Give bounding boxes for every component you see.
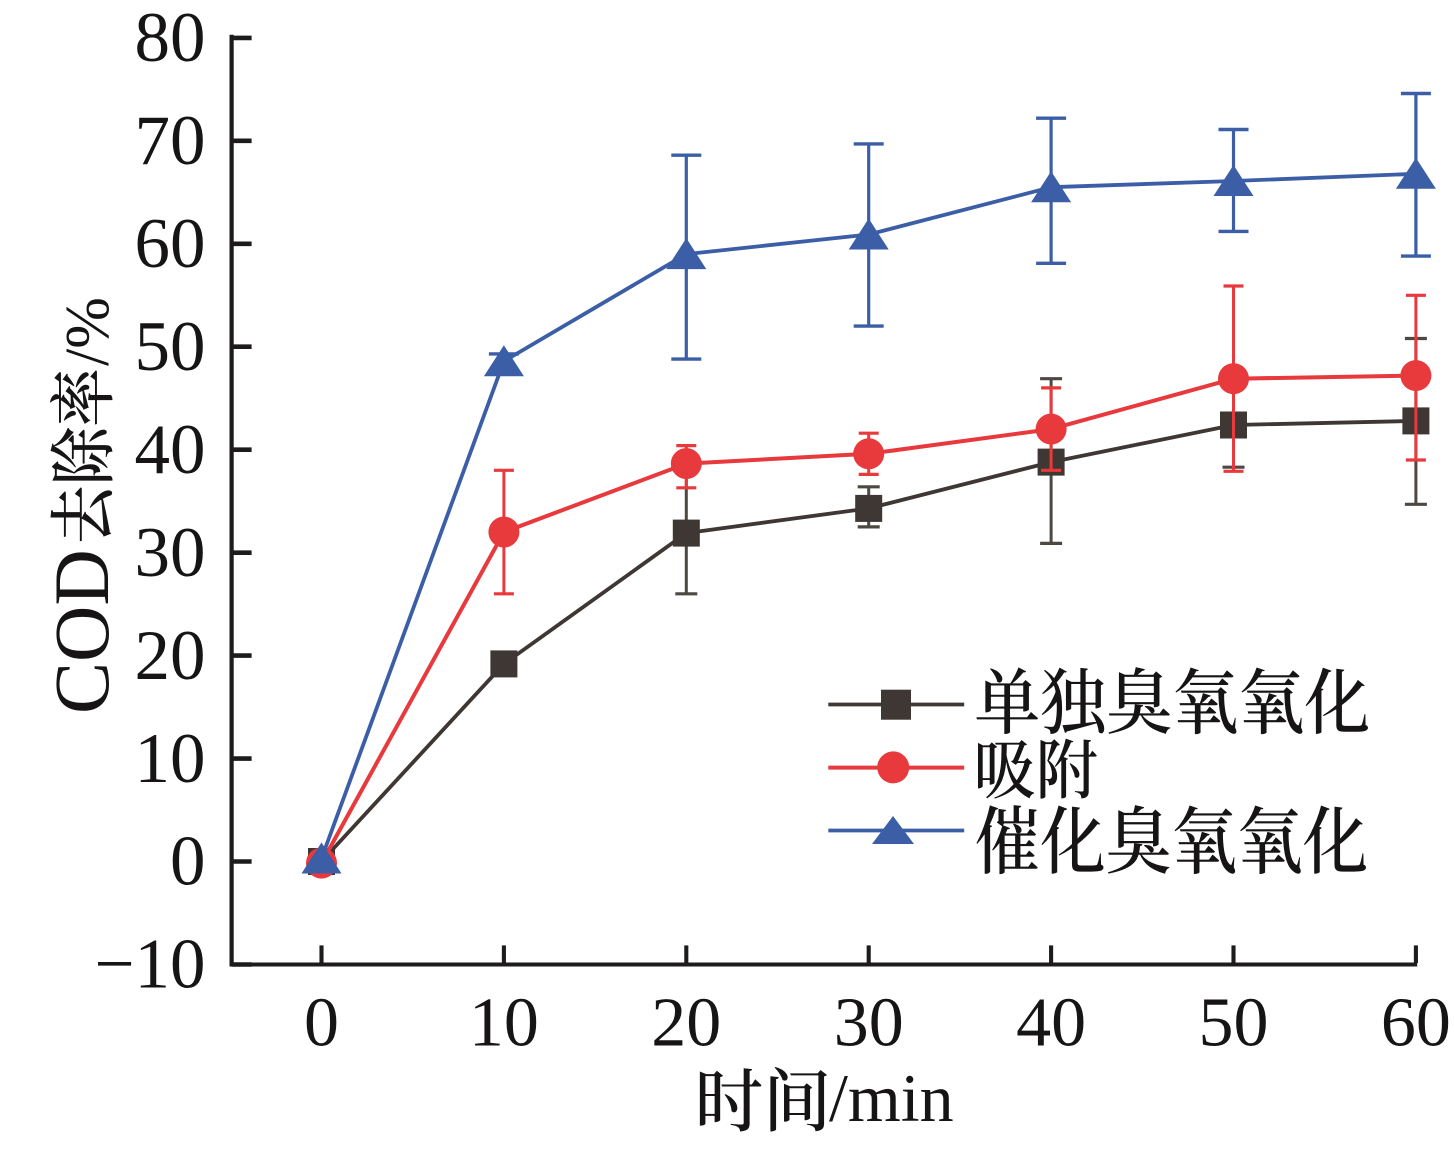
svg-text:80: 80 bbox=[135, 0, 206, 77]
svg-text:10: 10 bbox=[469, 985, 539, 1062]
svg-text:60: 60 bbox=[1381, 985, 1451, 1062]
svg-text:/min: /min bbox=[829, 1060, 954, 1136]
svg-text:30: 30 bbox=[834, 985, 904, 1062]
svg-text:0: 0 bbox=[304, 985, 339, 1062]
svg-text:0: 0 bbox=[170, 823, 206, 901]
svg-text:30: 30 bbox=[135, 514, 206, 592]
svg-text:50: 50 bbox=[135, 308, 206, 386]
svg-text:/%: /% bbox=[54, 297, 122, 366]
svg-text:40: 40 bbox=[135, 411, 206, 489]
svg-text:10: 10 bbox=[135, 720, 206, 798]
svg-text:70: 70 bbox=[135, 102, 206, 180]
svg-text:−10: −10 bbox=[94, 926, 205, 1004]
svg-text:20: 20 bbox=[651, 985, 721, 1062]
svg-text:50: 50 bbox=[1199, 985, 1269, 1062]
svg-text:COD: COD bbox=[38, 549, 125, 714]
svg-text:20: 20 bbox=[135, 617, 206, 695]
svg-text:60: 60 bbox=[135, 205, 206, 283]
svg-text:40: 40 bbox=[1016, 985, 1086, 1062]
